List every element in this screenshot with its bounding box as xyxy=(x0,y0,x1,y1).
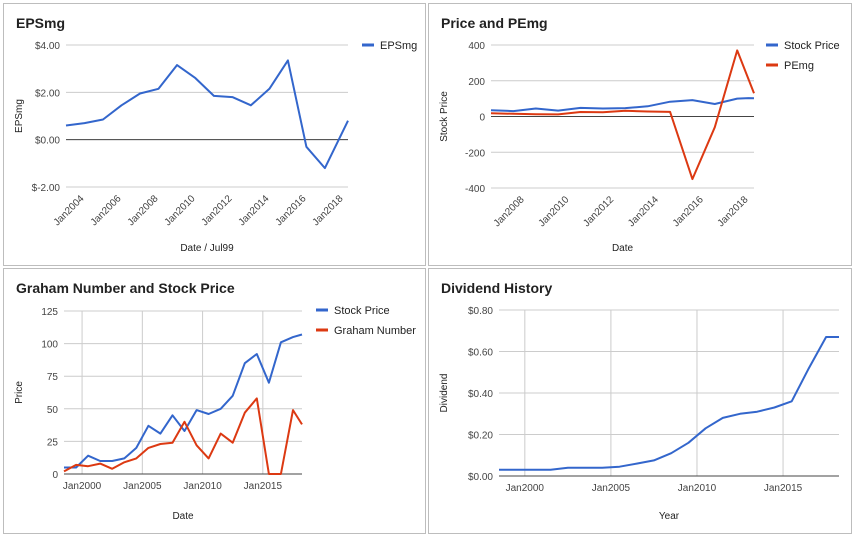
pe-y-tick-label: 200 xyxy=(468,77,485,88)
dividend-chart-panel: Dividend History $0.80 $0.60 $0.40 $0.20 $0.0… xyxy=(428,268,852,534)
eps-y-tick-label: $0.00 xyxy=(35,136,60,147)
div-title: Dividend History xyxy=(441,280,552,296)
pe-y-tick-label: 400 xyxy=(468,41,485,52)
eps-y-tick-label: $4.00 xyxy=(35,41,60,52)
pe-series-line-stock-price xyxy=(490,97,755,113)
graham-y-tick-label: 25 xyxy=(47,437,59,448)
graham-series-line-graham-number xyxy=(63,397,303,475)
pe-x-tick-label: Jan2018 xyxy=(716,194,751,229)
div-x-tick-label: Jan2005 xyxy=(592,483,631,494)
eps-chart-panel: EPSmg $4.00 $2.00 $0.00 $-2.00 Jan2004 Jan2006… xyxy=(3,3,426,266)
div-y-tick-label: $0.40 xyxy=(468,389,493,400)
eps-x-tick-label: Jan2008 xyxy=(126,193,161,228)
eps-x-tick-label: Jan2004 xyxy=(52,193,87,228)
pe-title: Price and PEmg xyxy=(441,15,548,31)
graham-chart-panel: Graham Number and Stock Price 125 100 75 50 2… xyxy=(3,268,426,534)
div-x-tick-label: Jan2000 xyxy=(506,483,545,494)
eps-x-tick-label: Jan2014 xyxy=(237,193,272,228)
graham-y-tick-label: 50 xyxy=(47,405,59,416)
dividend-chart: Dividend History $0.80 $0.60 $0.40 $0.20 $0.0… xyxy=(439,280,839,522)
div-x-axis-label: Year xyxy=(659,511,680,522)
pe-x-axis-label: Date xyxy=(612,243,634,254)
eps-x-tick-label: Jan2006 xyxy=(89,193,124,228)
graham-legend-label: Graham Number xyxy=(334,325,416,337)
eps-x-tick-label: Jan2012 xyxy=(200,193,235,228)
pe-x-tick-label: Jan2016 xyxy=(671,194,706,229)
eps-x-tick-label: Jan2016 xyxy=(274,193,309,228)
eps-series-line-epsmg xyxy=(65,59,349,170)
pe-y-axis-label: Stock Price xyxy=(439,91,450,142)
div-series-line-dividend xyxy=(499,336,839,471)
graham-y-axis-label: Price xyxy=(14,381,25,404)
graham-legend-label: Stock Price xyxy=(334,305,390,317)
div-y-tick-label: $0.00 xyxy=(468,472,493,483)
div-y-tick-label: $0.60 xyxy=(468,348,493,359)
pe-x-tick-label: Jan2012 xyxy=(581,194,616,229)
pe-y-tick-label: -400 xyxy=(465,184,485,195)
eps-x-axis-label: Date / Jul99 xyxy=(180,243,234,254)
graham-series-line-stock-price xyxy=(64,333,303,469)
graham-x-tick-label: Jan2015 xyxy=(244,481,283,492)
graham-y-tick-label: 100 xyxy=(41,340,58,351)
pe-y-tick-label: 0 xyxy=(479,113,485,124)
graham-title: Graham Number and Stock Price xyxy=(16,280,235,296)
div-x-tick-label: Jan2010 xyxy=(678,483,717,494)
eps-legend-label: EPSmg xyxy=(380,40,417,52)
pe-x-tick-label: Jan2014 xyxy=(626,194,661,229)
div-y-tick-label: $0.20 xyxy=(468,431,493,442)
div-x-tick-label: Jan2015 xyxy=(764,483,803,494)
graham-y-tick-label: 0 xyxy=(52,470,58,481)
eps-y-axis-label: EPSmg xyxy=(14,99,25,133)
pe-legend-label: PEmg xyxy=(784,60,814,72)
div-y-tick-label: $0.80 xyxy=(468,306,493,317)
price-pe-chart: Price and PEmg 400 200 0 -200 -400 Jan2008 Jan2… xyxy=(439,15,840,254)
pe-y-tick-label: -200 xyxy=(465,148,485,159)
graham-y-tick-label: 125 xyxy=(41,307,58,318)
pe-x-tick-label: Jan2008 xyxy=(492,194,527,229)
graham-x-tick-label: Jan2005 xyxy=(123,481,162,492)
eps-y-tick-label: $-2.00 xyxy=(32,183,61,194)
pe-series-line-pemg xyxy=(490,49,755,181)
graham-x-tick-label: Jan2000 xyxy=(63,481,102,492)
graham-x-axis-label: Date xyxy=(172,511,194,522)
div-y-axis-label: Dividend xyxy=(439,374,450,413)
pe-x-tick-label: Jan2010 xyxy=(537,194,572,229)
graham-y-tick-label: 75 xyxy=(47,372,59,383)
graham-chart: Graham Number and Stock Price 125 100 75 50 2… xyxy=(14,280,416,522)
eps-x-tick-label: Jan2018 xyxy=(311,193,346,228)
eps-y-tick-label: $2.00 xyxy=(35,88,60,99)
pe-legend-label: Stock Price xyxy=(784,40,840,52)
graham-x-tick-label: Jan2010 xyxy=(183,481,222,492)
eps-x-tick-label: Jan2010 xyxy=(163,193,198,228)
price-pe-chart-panel: Price and PEmg 400 200 0 -200 -400 Jan2008 Jan2… xyxy=(428,3,852,266)
eps-title: EPSmg xyxy=(16,15,65,31)
